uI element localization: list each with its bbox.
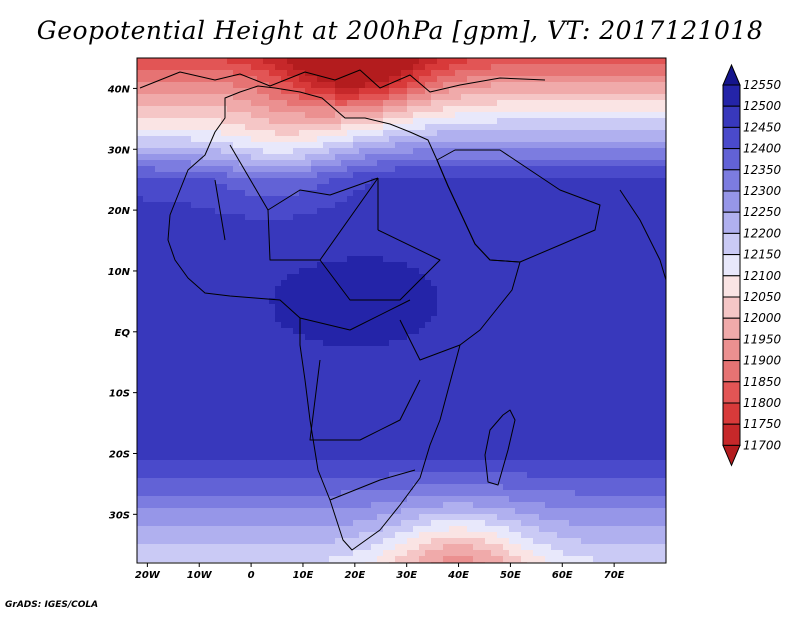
colorbar-label: 12200: [743, 226, 782, 240]
x-tick-label: 10E: [293, 570, 314, 581]
colorbar-label: 12050: [743, 290, 782, 304]
colorbar-swatch: [722, 296, 741, 319]
arabia-coastline: [436, 149, 601, 263]
colorbar-label: 11750: [743, 417, 782, 431]
x-tick-label: 30E: [396, 570, 417, 581]
x-axis: 20W 10W 0 10E 20E 30E 40E 50E 60E 70E: [135, 563, 625, 581]
colorbar-label: 11900: [743, 354, 782, 368]
colorbar-label: 12100: [743, 269, 782, 283]
plot-frame: [136, 57, 667, 564]
africa-coastline: [167, 85, 521, 551]
chart-title: Geopotential Height at 200hPa [gpm], VT:…: [36, 16, 764, 45]
coastline-map: [139, 69, 666, 551]
colorbar-label: 12500: [743, 99, 782, 113]
colorbar-label: 12150: [743, 248, 782, 262]
colorbar-swatch: [722, 254, 741, 277]
colorbar-swatch: [722, 338, 741, 362]
colorbar-label: 12250: [743, 205, 782, 219]
colorbar-label: 12550: [743, 78, 782, 92]
colorbar-swatch: [722, 190, 741, 213]
colorbar-label: 11700: [743, 438, 782, 452]
y-tick-label: 10N: [108, 267, 131, 278]
country-borders: [214, 144, 461, 501]
madagascar-coastline: [484, 409, 516, 486]
colorbar-swatch: [722, 169, 741, 192]
x-tick-label: 70E: [604, 570, 625, 581]
x-tick-label: 40E: [447, 570, 469, 581]
x-tick-label: 0: [248, 570, 255, 581]
height-field: [137, 58, 666, 563]
colorbar-label: 11950: [743, 332, 782, 346]
colorbar-label: 12000: [743, 311, 782, 325]
colorbar-label: 12450: [743, 120, 782, 134]
x-tick-label: 50E: [500, 570, 521, 581]
colorbar-label: 11800: [743, 396, 782, 410]
colorbar-swatch: [722, 105, 741, 128]
y-tick-label: 20N: [108, 206, 131, 217]
colorbar-swatch: [722, 232, 741, 256]
y-tick-label: 40N: [107, 84, 131, 95]
x-tick-label: 20E: [344, 570, 365, 581]
colorbar-bottom-arrow: [722, 444, 741, 467]
y-tick-label: 30N: [108, 145, 131, 156]
colorbar-swatch: [722, 381, 741, 404]
grads-credit: GrADS: IGES/COLA: [5, 600, 99, 610]
colorbar-swatch: [722, 211, 741, 234]
y-tick-label: 10S: [109, 389, 130, 400]
colorbar-label: 12400: [743, 142, 782, 156]
x-tick-label: 20W: [135, 570, 161, 581]
y-tick-label: 20S: [109, 449, 130, 460]
colorbar-swatch: [722, 84, 741, 107]
colorbar-swatch: [722, 317, 741, 340]
x-tick-label: 10W: [187, 570, 213, 581]
colorbar-swatch: [722, 148, 741, 171]
colorbar-swatch: [722, 275, 741, 298]
colorbar-swatch: [722, 423, 741, 446]
colorbar-top-arrow: [722, 63, 741, 86]
colorbar-swatch: [722, 126, 741, 150]
x-tick-label: 60E: [552, 570, 573, 581]
y-tick-label: 30S: [109, 510, 130, 521]
colorbar-swatch: [722, 360, 741, 383]
colorbar-label: 11850: [743, 375, 782, 389]
europe-coastline: [139, 69, 546, 93]
colorbar-label: 12300: [743, 184, 782, 198]
colorbar: 11700 11750 11800 11850 11900 11950 12000 12050…: [722, 63, 782, 467]
colorbar-swatch: [722, 402, 741, 425]
india-coastline: [619, 189, 666, 281]
colorbar-label: 12350: [743, 163, 782, 177]
y-axis: 40N 30N 20N 10N EQ 10S 20S 30S: [107, 84, 137, 521]
y-tick-label: EQ: [115, 328, 131, 339]
